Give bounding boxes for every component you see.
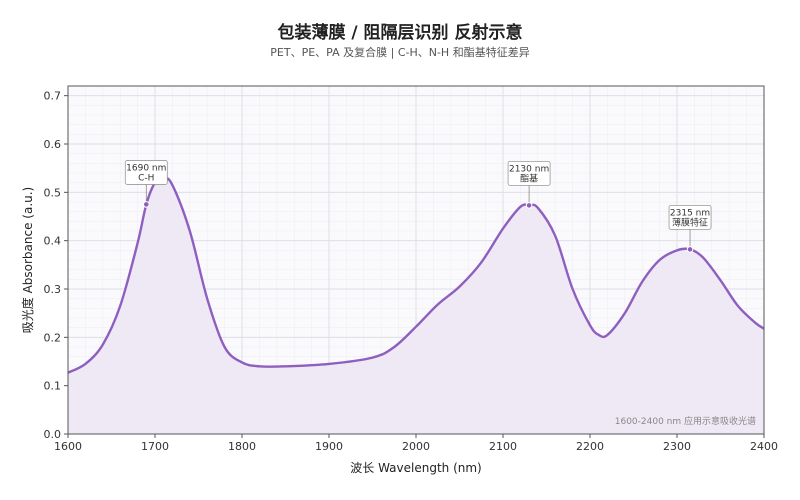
range-note: 1600-2400 nm 应用示意吸收光谱 bbox=[615, 415, 756, 427]
y-tick-label: 0.6 bbox=[44, 138, 62, 151]
x-tick-label: 2200 bbox=[576, 440, 604, 453]
x-tick-label: 2300 bbox=[663, 440, 691, 453]
y-tick-label: 0.2 bbox=[44, 331, 62, 344]
y-tick-label: 0.1 bbox=[44, 380, 62, 393]
annotation-text: 2130 nm bbox=[509, 164, 549, 174]
x-tick-label: 1900 bbox=[315, 440, 343, 453]
x-tick-label: 2000 bbox=[402, 440, 430, 453]
annotation-text: 酯基 bbox=[520, 172, 538, 184]
annotation-text: 薄膜特征 bbox=[672, 216, 708, 228]
peak-marker bbox=[143, 201, 150, 208]
y-axis-ticks: 0.0 0.1 0.2 0.3 0.4 0.5 0.6 0.7 bbox=[44, 90, 68, 441]
annotation-box bbox=[124, 160, 168, 185]
chart-subtitle: PET、PE、PA 及复合膜 | C-H、N-H 和酯基特征差异 bbox=[270, 46, 530, 59]
y-tick-label: 0.0 bbox=[44, 428, 62, 441]
peak-marker bbox=[686, 246, 694, 253]
x-tick-label: 1800 bbox=[228, 440, 256, 453]
x-axis-ticks: 1600 1700 1800 1900 2000 2100 2200 2300 2400 bbox=[54, 434, 778, 453]
y-tick-label: 0.5 bbox=[44, 186, 62, 199]
y-tick-label: 0.4 bbox=[44, 235, 62, 248]
annotation-box bbox=[668, 204, 712, 230]
x-tick-label: 2400 bbox=[750, 440, 778, 453]
peak-marker bbox=[525, 202, 533, 209]
annotation-text: 2315 nm bbox=[670, 208, 710, 218]
x-tick-label: 2100 bbox=[489, 440, 517, 453]
y-tick-label: 0.7 bbox=[44, 90, 62, 103]
x-tick-label: 1600 bbox=[54, 440, 82, 453]
y-axis-label: 吸光度 Absorbance (a.u.) bbox=[20, 187, 35, 334]
annotation-text: C-H bbox=[138, 173, 154, 183]
y-tick-label: 0.3 bbox=[44, 283, 62, 296]
peak-annotation: 1690 nmC-H bbox=[124, 160, 168, 208]
chart-title: 包装薄膜 / 阻隔层识别 反射示意 bbox=[277, 23, 523, 43]
x-axis-label: 波长 Wavelength (nm) bbox=[350, 461, 481, 475]
x-tick-label: 1700 bbox=[141, 440, 169, 453]
absorbance-area bbox=[68, 177, 764, 434]
annotation-box bbox=[507, 160, 551, 186]
annotation-text: 1690 nm bbox=[126, 163, 166, 173]
